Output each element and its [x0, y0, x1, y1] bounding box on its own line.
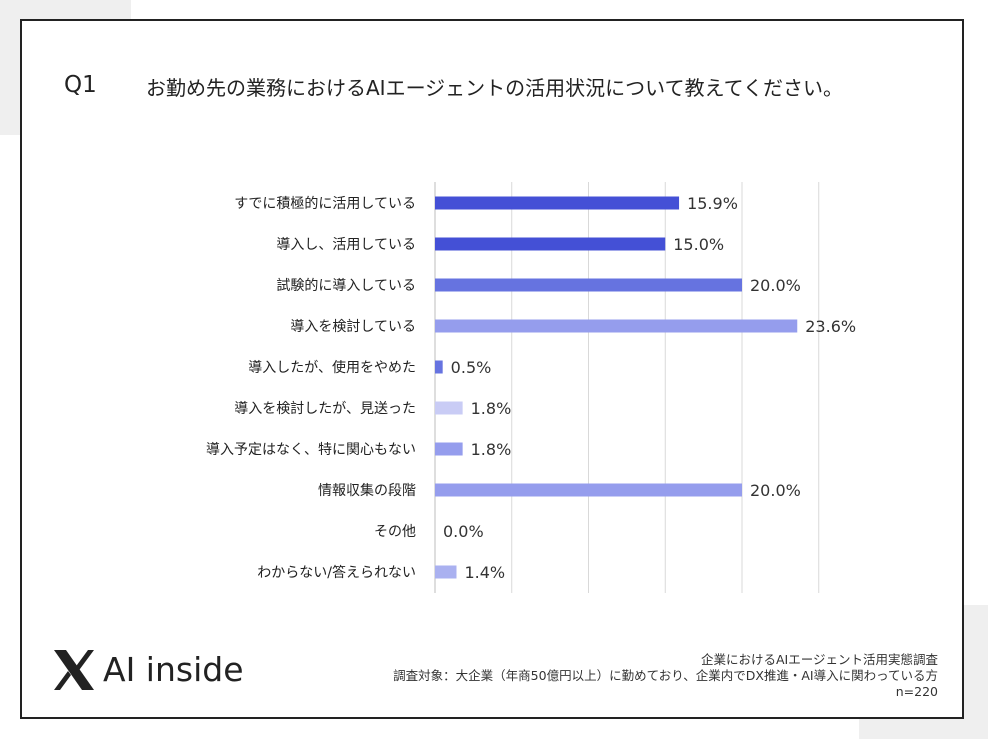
category-label: わからない/答えられない — [257, 564, 416, 581]
survey-title: 企業におけるAIエージェント活用実態調査 — [701, 652, 938, 667]
category-label: 導入を検討したが、見送った — [234, 401, 416, 417]
value-label: 1.8% — [471, 399, 512, 418]
category-label: 導入したが、使用をやめた — [248, 359, 416, 376]
category-label: 情報収集の段階 — [318, 482, 416, 499]
question-text: お勤め先の業務におけるAIエージェントの活用状況について教えてください。 — [146, 76, 843, 100]
survey-target: 調査対象：大企業（年商50億円以上）に勤めており、企業内でDX推進・AI導入に関… — [393, 668, 938, 683]
bar — [435, 196, 680, 210]
survey-footer: 企業におけるAIエージェント活用実態調査 調査対象：大企業（年商50億円以上）に… — [393, 652, 938, 700]
value-label: 20.0% — [750, 276, 801, 295]
bar — [435, 278, 742, 292]
chart-frame — [20, 19, 964, 719]
bar — [435, 319, 798, 333]
category-label: 導入予定はなく、特に関心もない — [206, 442, 416, 458]
value-label: 20.0% — [750, 481, 801, 500]
value-label: 15.0% — [673, 235, 724, 254]
bar — [435, 442, 463, 456]
bar — [435, 237, 666, 251]
value-label: 23.6% — [805, 317, 856, 336]
category-label: 試験的に導入している — [276, 278, 416, 294]
value-label: 1.4% — [464, 563, 505, 582]
question-number: Q1 — [64, 72, 97, 98]
category-label: 導入を検討している — [290, 319, 416, 335]
bar — [435, 401, 463, 415]
bar — [435, 483, 742, 497]
category-label: 導入し、活用している — [276, 237, 416, 253]
value-label: 1.8% — [471, 440, 512, 459]
bar — [435, 565, 457, 579]
bar — [435, 360, 443, 374]
value-label: 15.9% — [687, 194, 738, 213]
brand-name: AI inside — [103, 650, 244, 689]
category-label: すでに積極的に活用している — [234, 196, 416, 212]
value-label: 0.0% — [443, 522, 484, 541]
sample-size: n=220 — [895, 684, 938, 699]
x-mark-icon — [54, 650, 94, 690]
value-label: 0.5% — [451, 358, 492, 377]
category-label: その他 — [374, 524, 416, 540]
